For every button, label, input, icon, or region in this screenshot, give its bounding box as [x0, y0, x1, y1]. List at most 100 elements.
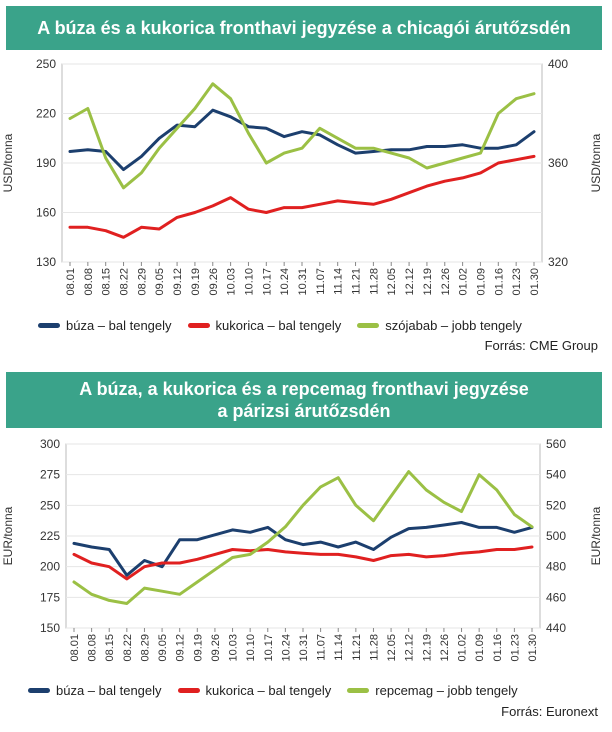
x-tick-label: 09.05 — [157, 634, 169, 662]
data-point-0 — [211, 109, 214, 112]
x-tick-label: 09.12 — [172, 268, 184, 296]
legend-item-rapeseed: repcemag – jobb tengely — [347, 683, 518, 698]
data-point-1 — [336, 199, 339, 203]
data-point-0 — [178, 538, 181, 541]
chart-2-plot: 300 275 250 225 200 175 150 560 540 520 500 480 460 4… — [1, 437, 603, 662]
series-line-1 — [68, 154, 536, 239]
data-point-0 — [407, 148, 411, 151]
legend-swatch-wheat — [38, 323, 60, 328]
data-point-1 — [513, 548, 516, 551]
data-point-0 — [90, 545, 93, 549]
data-point-2 — [72, 580, 76, 584]
data-point-0 — [143, 559, 146, 562]
data-point-1 — [461, 176, 464, 180]
data-point-1 — [266, 548, 269, 551]
x-tick-label: 08.15 — [101, 268, 113, 296]
data-point-1 — [265, 211, 268, 214]
chart-1-title-text: A búza és a kukorica fronthavi jegyzése … — [37, 18, 571, 38]
legend-swatch-soybean — [357, 323, 380, 328]
x-tick-label: 10.03 — [226, 268, 238, 296]
y-tick-right: 520 — [546, 498, 566, 512]
x-tick-label: 08.15 — [104, 634, 116, 662]
x-tick-label: 12.12 — [404, 268, 416, 296]
data-point-2 — [178, 593, 181, 596]
y-tick-right: 480 — [546, 560, 566, 574]
y-axis-label-right: EUR/tonna — [589, 506, 603, 565]
data-point-1 — [196, 558, 199, 561]
data-point-2 — [425, 166, 429, 170]
data-point-2 — [389, 494, 393, 498]
data-point-0 — [495, 526, 498, 529]
data-point-0 — [389, 536, 393, 539]
data-point-1 — [248, 549, 252, 552]
data-point-1 — [284, 550, 287, 554]
x-tick-label: 01.16 — [492, 634, 504, 662]
data-point-2 — [229, 97, 232, 100]
x-tick-label: 12.26 — [439, 634, 451, 662]
y-tick-right: 320 — [548, 255, 568, 269]
data-point-0 — [354, 540, 358, 544]
data-point-1 — [337, 553, 340, 556]
x-tick-label: 08.01 — [69, 634, 81, 662]
data-point-0 — [407, 527, 410, 530]
y-axis-label-left: USD/tonna — [1, 133, 15, 192]
data-point-1 — [479, 171, 482, 175]
data-point-0 — [497, 146, 500, 150]
data-point-1 — [460, 551, 463, 555]
series-line-0 — [68, 108, 536, 172]
y-tick-right: 400 — [548, 57, 568, 71]
x-tick-label: 01.30 — [527, 634, 539, 662]
x-tick-label: 11.21 — [351, 634, 363, 661]
chart-2-source: Forrás: Euronext — [501, 704, 598, 719]
data-point-1 — [231, 548, 234, 551]
data-point-1 — [282, 206, 286, 209]
x-tick-label: 01.09 — [474, 634, 486, 662]
data-point-2 — [442, 501, 446, 504]
x-tick-label: 08.29 — [136, 268, 148, 296]
data-point-1 — [229, 196, 232, 199]
data-point-1 — [301, 551, 305, 555]
data-point-2 — [495, 488, 498, 492]
data-point-2 — [461, 156, 464, 160]
data-point-2 — [300, 146, 304, 150]
y-tick-left: 190 — [36, 156, 56, 170]
y-tick-left: 160 — [36, 206, 56, 220]
data-point-2 — [372, 519, 375, 522]
data-point-1 — [143, 565, 146, 568]
data-point-2 — [477, 473, 481, 476]
data-point-1 — [530, 545, 534, 549]
data-point-1 — [477, 550, 481, 554]
legend-label-corn: kukorica – bal tengely — [215, 318, 342, 333]
data-point-2 — [318, 127, 322, 130]
data-point-0 — [247, 125, 250, 128]
data-point-1 — [407, 191, 411, 194]
data-point-0 — [354, 151, 357, 155]
data-point-1 — [104, 229, 107, 232]
data-point-2 — [301, 504, 305, 507]
legend-label-soybean: szójabab – jobb tengely — [385, 318, 522, 333]
data-point-1 — [300, 206, 304, 209]
data-point-1 — [86, 226, 90, 229]
x-tick-label: 12.05 — [386, 634, 398, 662]
data-point-0 — [300, 130, 304, 133]
legend-item-corn: kukorica – bal tengely — [187, 318, 342, 333]
legend-label-rapeseed: repcemag – jobb tengely — [375, 683, 518, 698]
data-point-1 — [407, 553, 410, 556]
data-point-2 — [213, 568, 217, 571]
y-axis-label-left: EUR/tonna — [1, 506, 15, 565]
data-point-1 — [178, 561, 181, 565]
x-tick-label: 10.17 — [263, 634, 275, 662]
x-tick-label: 10.31 — [298, 634, 310, 662]
x-tick-label: 01.30 — [529, 268, 541, 296]
data-point-1 — [160, 561, 164, 565]
legend-label-wheat-2: búza – bal tengely — [56, 683, 162, 698]
y-tick-left: 250 — [36, 57, 56, 71]
data-point-2 — [284, 525, 287, 528]
data-point-2 — [143, 586, 146, 590]
data-point-2 — [460, 510, 463, 513]
data-point-2 — [248, 553, 252, 556]
data-point-0 — [390, 148, 393, 151]
data-point-1 — [247, 208, 250, 211]
legend-swatch-corn — [187, 323, 210, 328]
data-point-0 — [122, 168, 125, 171]
